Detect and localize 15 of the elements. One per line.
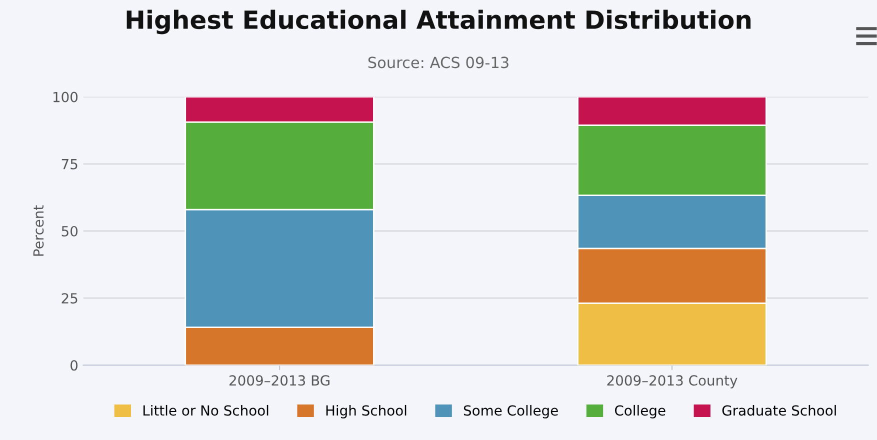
legend-label: High School	[326, 404, 406, 418]
legend-label: Some College	[464, 404, 558, 418]
y-tick-label: 100	[53, 92, 78, 102]
y-axis-title: Percent	[33, 205, 44, 256]
x-tick-label: 2009–2013 County	[607, 375, 738, 388]
y-tick-label: 75	[62, 159, 78, 170]
legend-label: College	[614, 404, 666, 418]
legend-label: Little or No School	[143, 404, 268, 416]
x-tick-label: 2009–2013 BG	[230, 375, 330, 386]
chart-title: Highest Educational Attainment Distribution	[126, 10, 751, 34]
y-tick-label: 50	[62, 226, 78, 236]
chart-subtitle: Source: ACS 09-13	[368, 56, 508, 68]
y-tick-label: 0	[70, 360, 78, 371]
legend-label: Graduate School	[722, 404, 836, 416]
y-tick-label: 25	[62, 293, 78, 304]
